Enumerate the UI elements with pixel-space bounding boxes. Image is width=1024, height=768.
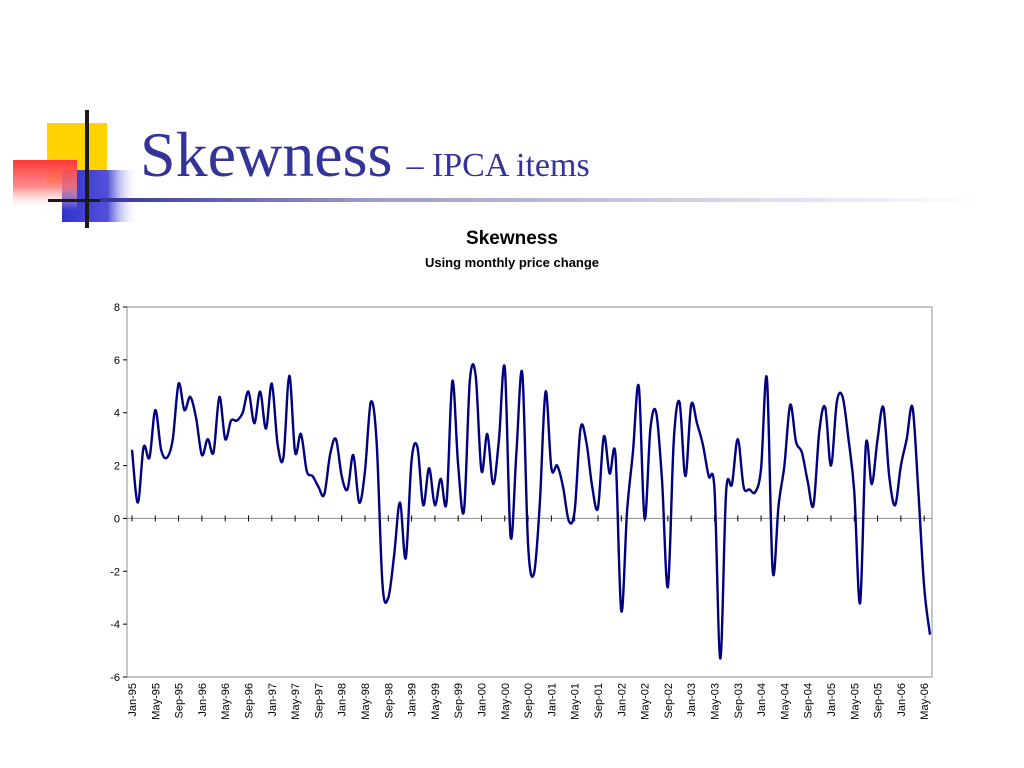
x-tick-label: Sep-05 xyxy=(873,683,885,718)
x-tick-label: May-97 xyxy=(290,683,302,720)
x-tick-label: Sep-99 xyxy=(453,683,465,718)
y-tick-label: 0 xyxy=(114,513,120,525)
y-tick-label: 6 xyxy=(114,355,120,367)
slide-title: Skewness – IPCA items xyxy=(140,118,590,192)
x-tick-label: May-06 xyxy=(919,683,931,720)
x-tick-label: Jan-05 xyxy=(826,683,838,717)
x-tick-label: Jan-01 xyxy=(546,683,558,717)
x-tick-label: May-99 xyxy=(430,683,442,720)
x-tick-label: Jan-99 xyxy=(407,683,419,717)
x-tick-label: May-05 xyxy=(849,683,861,720)
y-tick-label: -4 xyxy=(110,619,120,631)
slide-title-sub: – IPCA items xyxy=(406,147,590,184)
x-tick-label: Sep-95 xyxy=(174,683,186,718)
slide-title-main: Skewness xyxy=(140,119,393,190)
x-tick-label: May-04 xyxy=(779,683,791,720)
x-tick-label: May-02 xyxy=(640,683,652,720)
x-tick-label: Jan-97 xyxy=(267,683,279,717)
x-tick-label: Jan-06 xyxy=(896,683,908,717)
y-tick-label: 8 xyxy=(114,302,120,314)
y-tick-label: -2 xyxy=(110,566,120,578)
vertical-rule xyxy=(85,110,89,228)
x-tick-label: Sep-02 xyxy=(663,683,675,718)
y-tick-label: -6 xyxy=(110,672,120,684)
x-tick-label: Sep-97 xyxy=(313,683,325,718)
plot-area xyxy=(126,306,933,678)
x-tick-label: Sep-00 xyxy=(523,683,535,718)
x-tick-label: Sep-98 xyxy=(383,683,395,718)
chart-title: Skewness xyxy=(466,228,558,249)
x-tick-label: Jan-96 xyxy=(197,683,209,717)
x-tick-label: Jan-00 xyxy=(476,683,488,717)
x-tick-label: May-01 xyxy=(570,683,582,720)
x-tick-label: Sep-04 xyxy=(803,683,815,718)
x-tick-label: May-00 xyxy=(500,683,512,720)
x-tick-label: Jan-02 xyxy=(616,683,628,717)
x-tick-label: Jan-98 xyxy=(337,683,349,717)
x-tick-label: May-95 xyxy=(150,683,162,720)
x-tick-label: Sep-96 xyxy=(243,683,255,718)
y-tick-label: 4 xyxy=(114,408,120,420)
x-tick-label: Sep-01 xyxy=(593,683,605,718)
x-tick-label: May-96 xyxy=(220,683,232,720)
chart-subtitle: Using monthly price change xyxy=(424,255,600,270)
x-tick-label: Sep-03 xyxy=(733,683,745,718)
x-tick-label: Jan-95 xyxy=(127,683,139,717)
y-tick-label: 2 xyxy=(114,461,120,473)
x-tick-label: May-98 xyxy=(360,683,372,720)
x-tick-label: Jan-03 xyxy=(686,683,698,717)
x-tick-label: May-03 xyxy=(709,683,721,720)
horizontal-rule-dark xyxy=(48,199,103,202)
title-underline xyxy=(100,198,980,202)
skewness-series-line xyxy=(130,363,932,660)
x-tick-label: Jan-04 xyxy=(756,683,768,717)
slide-decoration xyxy=(13,110,138,228)
